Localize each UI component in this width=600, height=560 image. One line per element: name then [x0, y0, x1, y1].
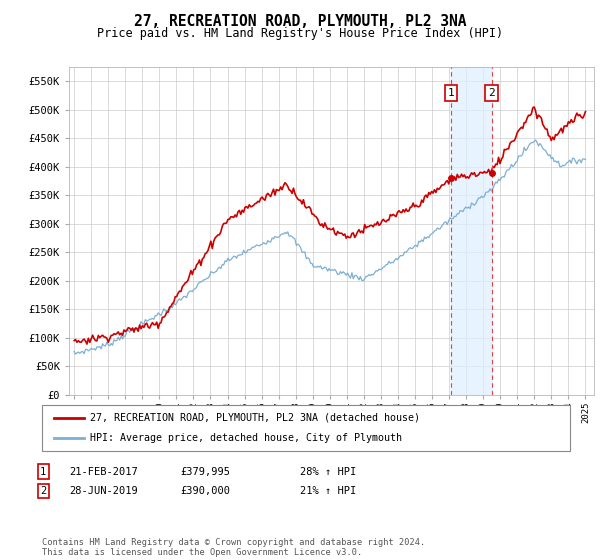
Text: 27, RECREATION ROAD, PLYMOUTH, PL2 3NA (detached house): 27, RECREATION ROAD, PLYMOUTH, PL2 3NA (… — [90, 413, 420, 423]
Text: £390,000: £390,000 — [180, 486, 230, 496]
Text: 1: 1 — [448, 88, 455, 98]
Text: 21-FEB-2017: 21-FEB-2017 — [69, 466, 138, 477]
Text: Contains HM Land Registry data © Crown copyright and database right 2024.
This d: Contains HM Land Registry data © Crown c… — [42, 538, 425, 557]
Text: Price paid vs. HM Land Registry's House Price Index (HPI): Price paid vs. HM Land Registry's House … — [97, 27, 503, 40]
Text: 2: 2 — [488, 88, 495, 98]
Text: HPI: Average price, detached house, City of Plymouth: HPI: Average price, detached house, City… — [90, 433, 402, 443]
Text: 27, RECREATION ROAD, PLYMOUTH, PL2 3NA: 27, RECREATION ROAD, PLYMOUTH, PL2 3NA — [134, 14, 466, 29]
Text: 1: 1 — [40, 466, 46, 477]
Text: 21% ↑ HPI: 21% ↑ HPI — [300, 486, 356, 496]
Bar — [451, 67, 491, 395]
Text: £379,995: £379,995 — [180, 466, 230, 477]
Text: 2: 2 — [40, 486, 46, 496]
Text: 28-JUN-2019: 28-JUN-2019 — [69, 486, 138, 496]
Text: 28% ↑ HPI: 28% ↑ HPI — [300, 466, 356, 477]
